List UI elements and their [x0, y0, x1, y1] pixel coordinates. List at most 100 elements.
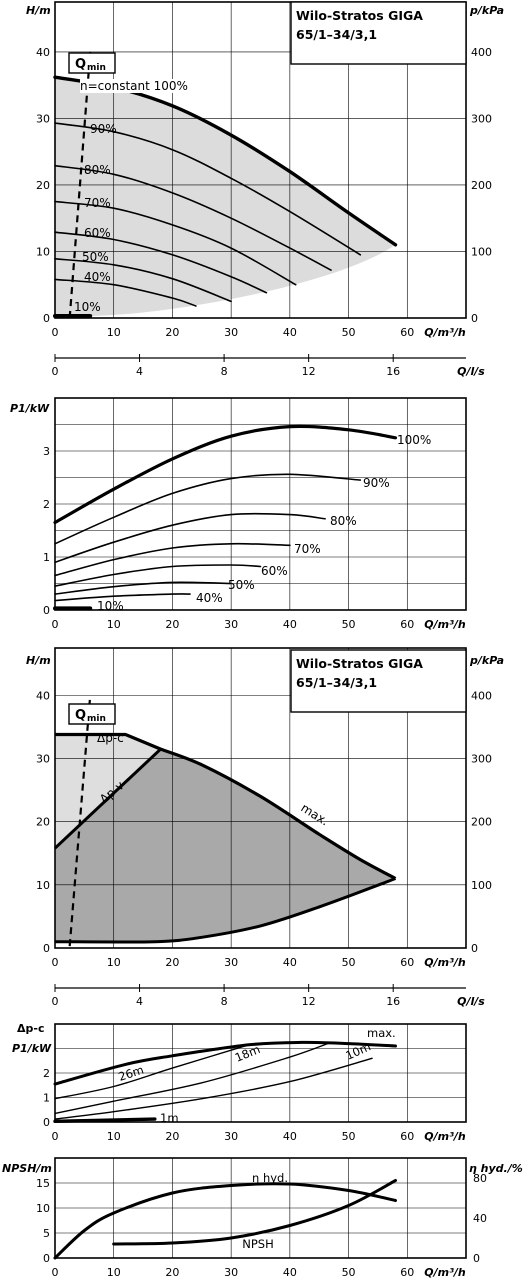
dpv-line [53, 747, 162, 850]
dpv-range-fill [55, 749, 396, 943]
y-right-tick-label: 200 [471, 179, 492, 192]
x-tick-label: 10 [107, 1266, 121, 1279]
series-line-0-4 [54, 231, 268, 294]
qmin-dashed-line [68, 695, 92, 947]
x-tick-label: 30 [224, 618, 238, 631]
y-right-axis-label: p/kPa [469, 654, 504, 667]
y-tick-label: 30 [36, 112, 50, 125]
series-line-1-3 [54, 542, 291, 577]
y-right-tick-label: 100 [471, 245, 492, 258]
series-line-1-6 [54, 593, 191, 602]
y-right-tick-label: 80 [473, 1172, 487, 1185]
x-axis-label: Q/m³/h [424, 1130, 466, 1143]
x-tick-label: 60 [400, 618, 414, 631]
y-tick-label: 10 [36, 879, 50, 892]
x-tick-label: 30 [224, 326, 238, 339]
y-right-axis-label: η hyd./% [469, 1162, 523, 1175]
series-line-4-1 [112, 1179, 397, 1246]
series-label: 90% [90, 122, 117, 136]
x-tick-label: 0 [52, 618, 59, 631]
dpc-label: Δp-c [97, 731, 124, 745]
x-tick-label: 10 [107, 618, 121, 631]
x-tick-label: 40 [283, 1130, 297, 1143]
chart-title: Wilo-Stratos GIGA [296, 8, 423, 23]
chart-title: Wilo-Stratos GIGA [296, 656, 423, 671]
y-right-axis-label: p/kPa [469, 4, 504, 17]
y-tick-label: 0 [43, 942, 50, 955]
series-label: max. [367, 1026, 396, 1040]
x-axis-label: Q/m³/h [424, 326, 466, 339]
y-right-tick-label: 0 [473, 1252, 480, 1265]
x-tick-label: 20 [165, 956, 179, 969]
y-axis-label: H/m [26, 654, 51, 667]
x-axis-label: Q/m³/h [424, 618, 466, 631]
y-axis-label: NPSH/m [2, 1162, 52, 1175]
y-tick-label: 10 [36, 1202, 50, 1215]
series-label: 1m [160, 1111, 179, 1125]
y-right-tick-label: 100 [471, 879, 492, 892]
y-tick-label: 30 [36, 753, 50, 766]
x-tick-label: 20 [165, 618, 179, 631]
x-tick-label: 60 [400, 956, 414, 969]
series-line-3-1 [54, 1044, 250, 1100]
secondary-x-tick-label: 8 [221, 995, 228, 1008]
series-line-1-5 [54, 581, 232, 595]
x-tick-label: 30 [224, 956, 238, 969]
y-tick-label: 20 [36, 816, 50, 829]
y-tick-label: 40 [36, 689, 50, 702]
chart-subtitle: 65/1–34/3,1 [296, 675, 377, 690]
x-tick-label: 60 [400, 1266, 414, 1279]
y-tick-label: 0 [43, 312, 50, 325]
x-tick-label: 0 [52, 1130, 59, 1143]
min-curve [54, 877, 397, 944]
series-label: 60% [84, 226, 111, 240]
x-tick-label: 10 [107, 956, 121, 969]
series-label: η hyd. [252, 1171, 288, 1185]
series-line-1-1 [54, 473, 362, 545]
series-line-4-0 [53, 1182, 397, 1260]
series-label: 40% [84, 270, 111, 284]
y-tick-label: 10 [36, 245, 50, 258]
series-label: 80% [330, 514, 357, 528]
label-backdrop [80, 79, 202, 93]
secondary-x-tick-label: 12 [302, 995, 316, 1008]
secondary-x-tick-label: 0 [52, 365, 59, 378]
series-label: 60% [261, 564, 288, 578]
series-label: 100% [397, 433, 431, 447]
x-tick-label: 50 [342, 1266, 356, 1279]
operating-range-fill [55, 77, 396, 316]
secondary-x-tick-label: 16 [386, 995, 400, 1008]
y-axis-label: P1/kW [12, 1042, 52, 1055]
y-tick-label: 2 [43, 1067, 50, 1080]
y-tick-label: 40 [36, 46, 50, 59]
x-tick-label: 40 [283, 1266, 297, 1279]
x-tick-label: 60 [400, 326, 414, 339]
qmin-sub-label: min [87, 63, 106, 73]
y-tick-label: 20 [36, 179, 50, 192]
x-tick-label: 10 [107, 1130, 121, 1143]
secondary-x-tick-label: 8 [221, 365, 228, 378]
secondary-x-tick-label: 4 [136, 365, 143, 378]
dpc-range-fill [55, 734, 161, 849]
y-tick-label: 2 [43, 498, 50, 511]
chart-frame-qh [54, 1, 467, 319]
series-line-0-3 [54, 200, 297, 286]
chart-title-box [290, 1, 467, 65]
series-label: n=constant 100% [80, 79, 188, 93]
x-axis-label: Q/m³/h [424, 1266, 466, 1279]
chart-frame-npsh [54, 1157, 467, 1259]
qmin-box [68, 52, 116, 74]
secondary-x-tick-label: 12 [302, 365, 316, 378]
series-label: NPSH [242, 1237, 274, 1251]
x-tick-label: 60 [400, 1130, 414, 1143]
y-tick-label: 1 [43, 1092, 50, 1105]
qmin-box [68, 703, 116, 725]
y-tick-label: 0 [43, 1116, 50, 1129]
x-tick-label: 50 [342, 618, 356, 631]
series-line-3-2 [54, 1041, 332, 1115]
chart-frame-dpc-p1 [54, 1023, 467, 1123]
y-right-tick-label: 400 [471, 46, 492, 59]
series-line-1-2 [54, 512, 326, 564]
y-tick-label: 3 [43, 445, 50, 458]
y-right-tick-label: 200 [471, 816, 492, 829]
